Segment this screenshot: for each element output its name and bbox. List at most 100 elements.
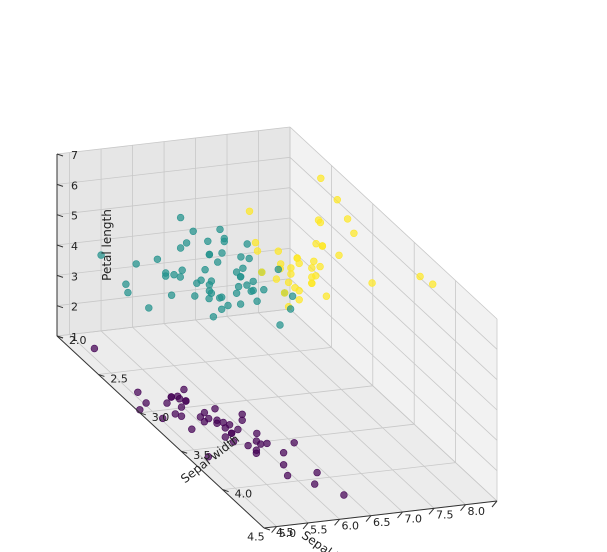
- data-point-cluster-1: [191, 292, 199, 300]
- x-tick-mark: [491, 500, 498, 508]
- data-point-cluster-0: [257, 440, 265, 448]
- data-point-cluster-0: [204, 453, 213, 461]
- data-point-cluster-1: [145, 304, 153, 312]
- z-tick-label: 3: [71, 270, 78, 283]
- data-point-cluster-1: [205, 294, 213, 303]
- tick-labels: 4.5 5.0 5.5 6.0 6.5 7.0 7.5 8.02.02.53.03.54.04…: [56, 149, 498, 544]
- data-point-cluster-0: [211, 405, 219, 413]
- z-grid-line: [289, 217, 498, 411]
- data-point-cluster-2: [308, 264, 316, 272]
- data-point-cluster-0: [290, 439, 298, 447]
- y-tick-label: 4.5: [276, 526, 294, 539]
- data-point-cluster-2: [322, 292, 331, 300]
- data-point-cluster-2: [295, 259, 303, 268]
- x-tick-label: 4.5: [247, 531, 265, 544]
- z-grid-line: [289, 187, 498, 380]
- x-tick-label: 5.0: [279, 527, 297, 540]
- y-tick-mark: [98, 373, 105, 377]
- x-grid-line: [195, 319, 403, 513]
- y-tick-label: 3.5: [193, 449, 211, 462]
- x-tick-mark: [365, 515, 372, 522]
- data-point-cluster-1: [218, 249, 226, 257]
- data-point-cluster-0: [229, 438, 238, 446]
- z-grid-line: [56, 247, 291, 276]
- data-point-cluster-2: [308, 273, 316, 281]
- y-tick-mark: [181, 450, 188, 454]
- data-point-cluster-2: [429, 280, 437, 288]
- data-point-cluster-1: [249, 277, 257, 286]
- x-grid-line: [69, 334, 277, 527]
- z-grid-line: [56, 126, 291, 155]
- data-point-cluster-2: [416, 272, 424, 281]
- data-point-cluster-1: [193, 279, 201, 287]
- data-point-cluster-1: [286, 305, 295, 313]
- z-tick-mark: [56, 274, 64, 278]
- data-point-cluster-2: [284, 278, 293, 287]
- y-tick-label: 3.0: [152, 411, 170, 424]
- y-grid-line: [98, 347, 332, 375]
- z-axis-label: Petal length: [100, 209, 114, 281]
- data-point-cluster-0: [263, 439, 271, 448]
- z-grid-line: [56, 156, 291, 185]
- data-point-cluster-1: [247, 287, 255, 295]
- data-point-cluster-2: [258, 268, 266, 276]
- data-point-cluster-1: [153, 255, 162, 263]
- z-tick-mark: [56, 335, 64, 339]
- data-point-cluster-1: [239, 264, 247, 272]
- data-point-cluster-1: [162, 272, 170, 280]
- x-tick-label: 7.5: [436, 509, 454, 522]
- data-point-cluster-0: [171, 410, 180, 418]
- y-tick-label: 4.0: [235, 488, 253, 501]
- data-point-cluster-0: [234, 425, 242, 434]
- data-point-cluster-2: [316, 262, 324, 271]
- data-point-cluster-1: [236, 273, 245, 281]
- data-point-cluster-1: [205, 250, 214, 259]
- x-tick-label: 5.5: [310, 523, 328, 536]
- data-point-cluster-1: [204, 237, 212, 246]
- data-point-cluster-2: [310, 257, 318, 265]
- data-point-cluster-2: [287, 270, 295, 278]
- data-point-cluster-2: [272, 275, 281, 283]
- data-point-cluster-0: [238, 416, 246, 424]
- z-tick-label: 5: [71, 210, 78, 223]
- data-point-cluster-0: [167, 393, 176, 401]
- data-point-cluster-1: [97, 251, 105, 259]
- data-point-cluster-2: [343, 215, 352, 223]
- x-tick-label: 6.0: [342, 520, 360, 533]
- data-point-cluster-0: [221, 433, 230, 441]
- data-point-cluster-1: [237, 253, 245, 261]
- data-points: [90, 174, 437, 499]
- x-tick-label: 6.5: [373, 516, 391, 529]
- z-grid-line: [56, 308, 291, 337]
- data-point-cluster-0: [163, 399, 171, 407]
- data-point-cluster-1: [132, 260, 140, 268]
- x-tick-label: 7.0: [405, 512, 423, 525]
- data-point-cluster-2: [295, 296, 303, 304]
- x-grid-line: [258, 312, 466, 505]
- data-point-cluster-2: [308, 279, 316, 287]
- data-point-cluster-1: [176, 244, 185, 252]
- data-point-cluster-0: [182, 397, 190, 405]
- data-point-cluster-1: [167, 291, 176, 299]
- data-point-cluster-0: [196, 413, 205, 421]
- data-point-cluster-1: [216, 225, 224, 234]
- data-point-cluster-1: [245, 254, 253, 263]
- z-tick-mark: [56, 305, 64, 309]
- x-tick-mark: [460, 504, 466, 511]
- data-point-cluster-1: [274, 265, 282, 274]
- x-tick-mark: [428, 507, 435, 515]
- data-point-cluster-1: [288, 292, 297, 300]
- data-point-cluster-1: [220, 237, 229, 246]
- x-tick-mark: [302, 522, 309, 530]
- data-point-cluster-1: [276, 321, 284, 329]
- data-point-cluster-0: [253, 429, 261, 438]
- data-point-cluster-1: [205, 281, 214, 289]
- y-tick-label: 2.5: [110, 372, 128, 385]
- x-grid-line: [226, 316, 435, 509]
- data-point-cluster-0: [221, 424, 230, 432]
- x-grid-line: [100, 330, 309, 524]
- data-point-cluster-0: [200, 418, 209, 426]
- data-point-cluster-1: [201, 266, 209, 274]
- y-grid-line: [222, 462, 456, 491]
